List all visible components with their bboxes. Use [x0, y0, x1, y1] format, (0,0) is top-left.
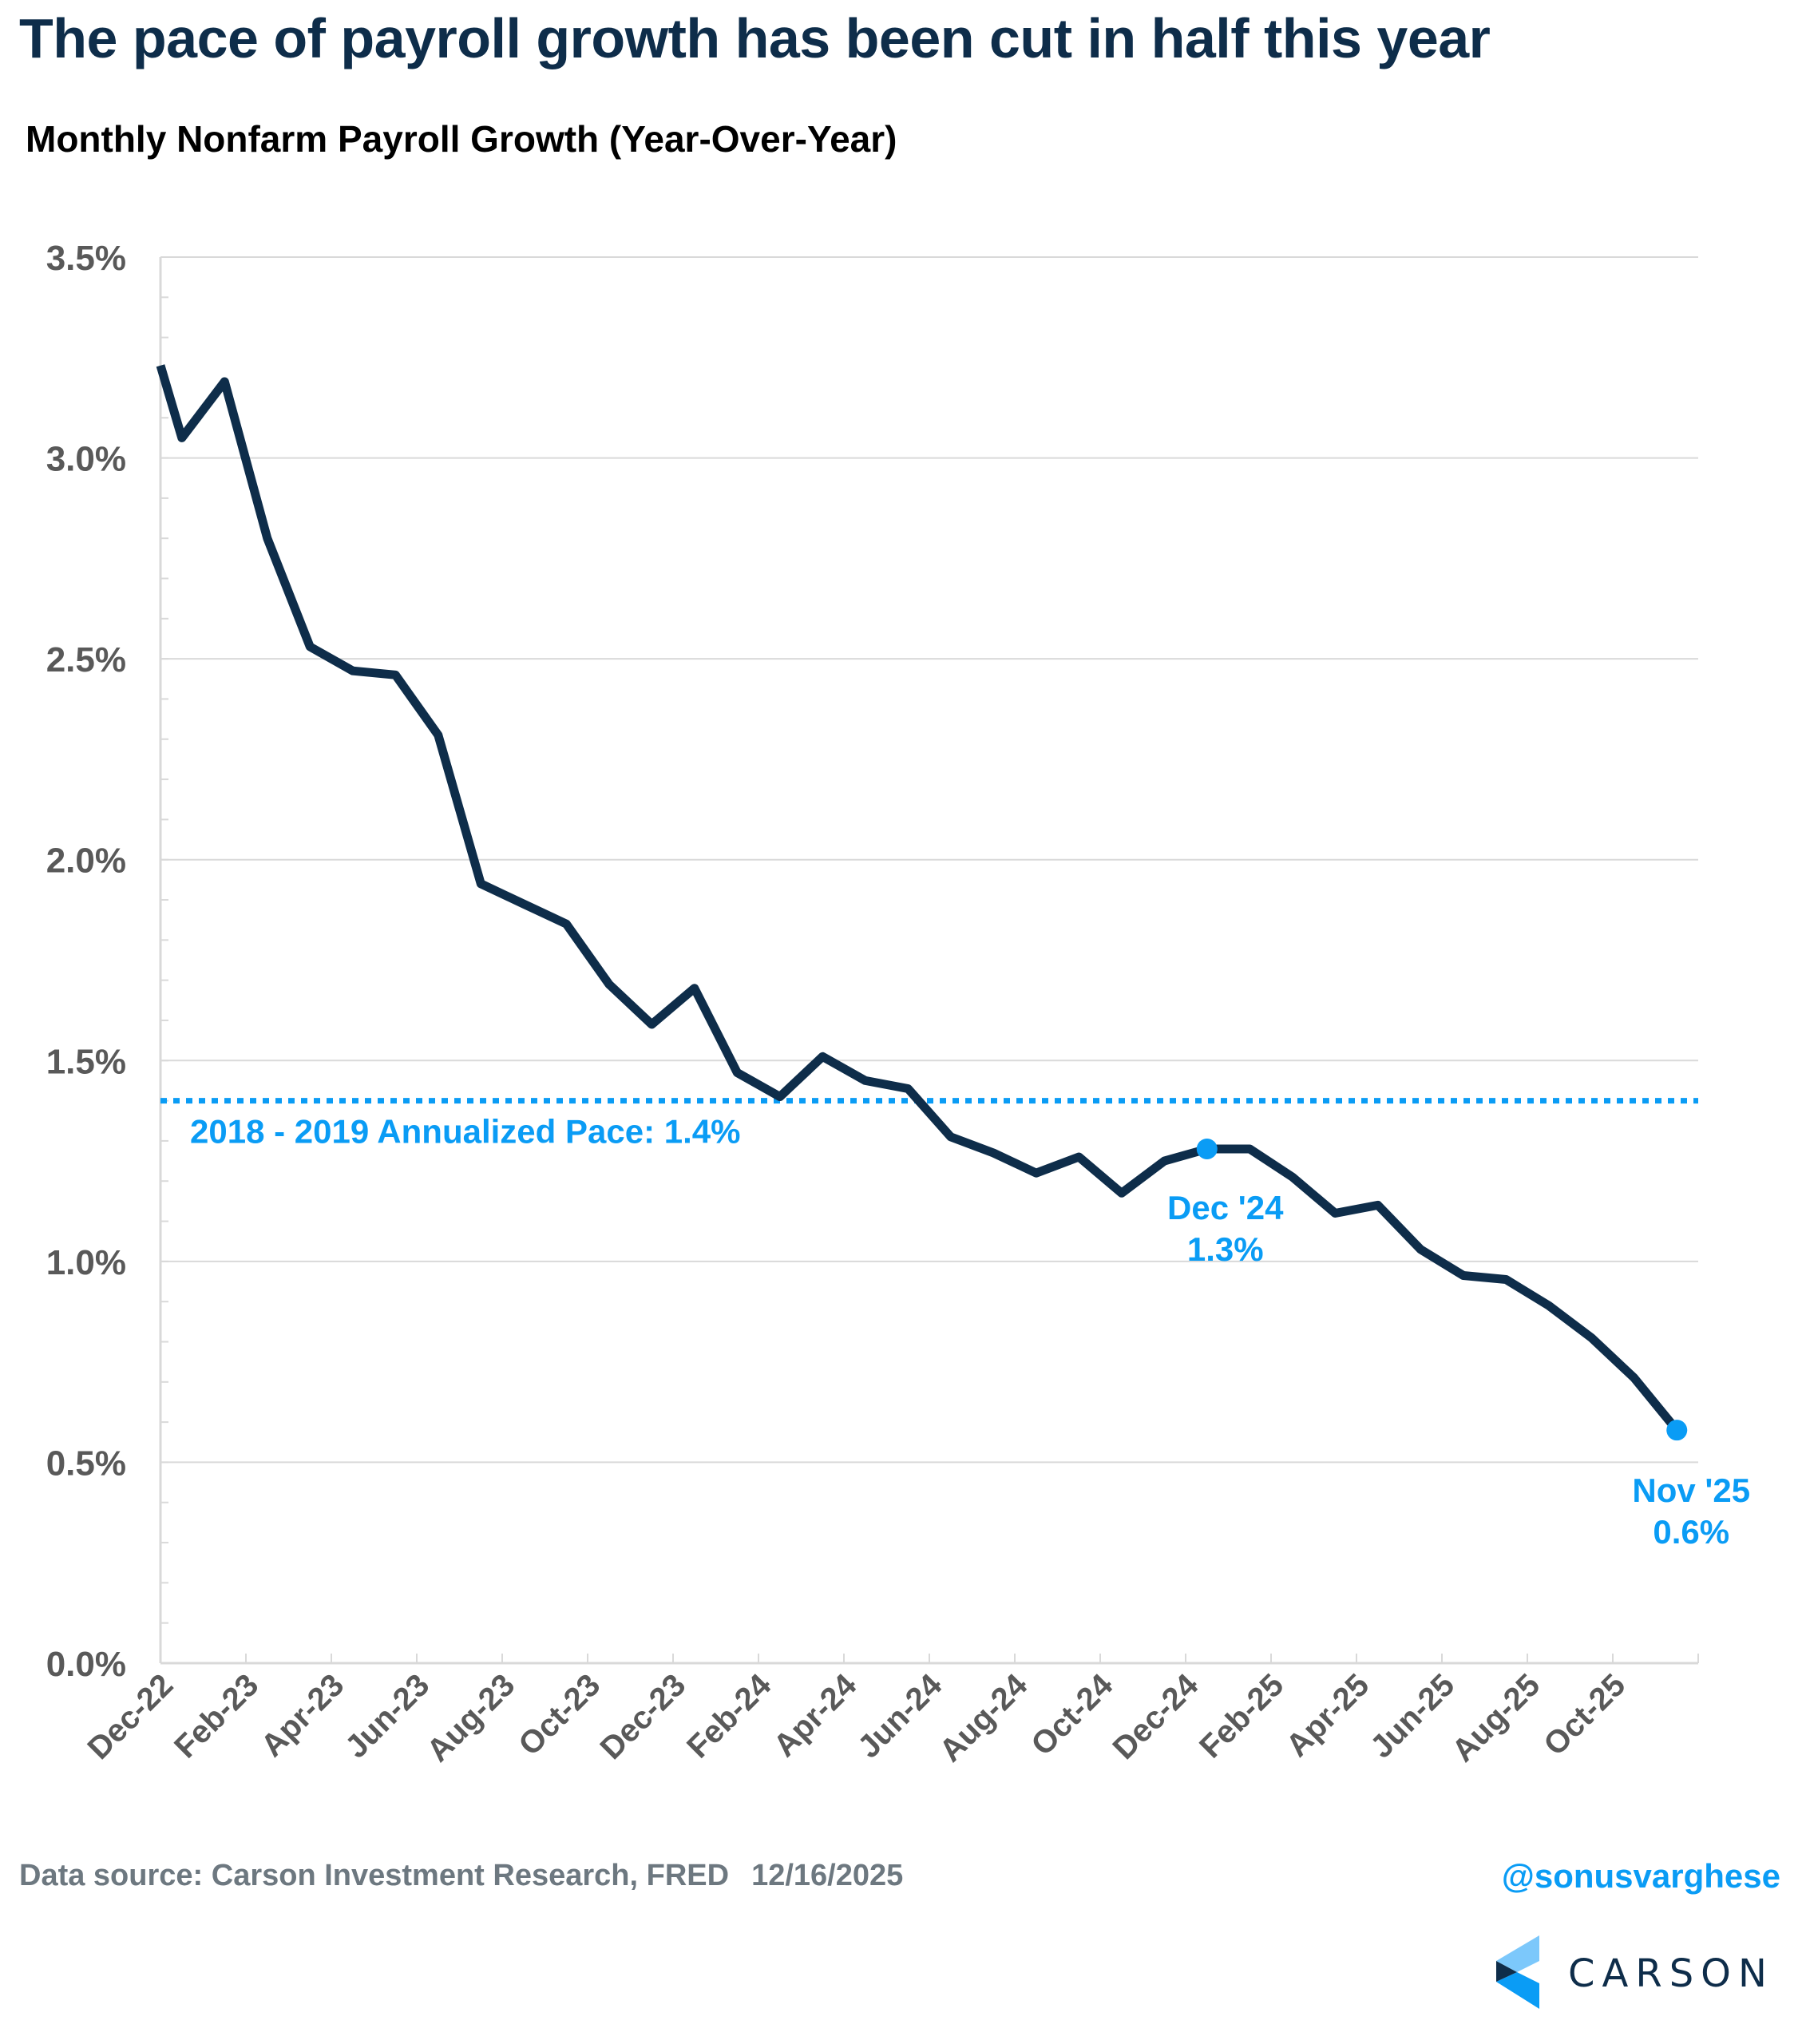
gridlines	[160, 256, 1698, 1464]
x-tick-label: Apr-24	[767, 1667, 864, 1764]
y-tick-label: 2.0%	[46, 842, 126, 881]
x-tick-label: Apr-25	[1280, 1667, 1376, 1764]
line-chart: 0.0%0.5%1.0%1.5%2.0%2.5%3.0%3.5%Dec-22Fe…	[46, 239, 1750, 1769]
logo-wordmark: CARSON	[1568, 1951, 1774, 1996]
x-tick-label: Oct-25	[1537, 1667, 1632, 1762]
x-tick-label: Aug-25	[1445, 1667, 1547, 1769]
x-tick-label: Oct-24	[1024, 1667, 1120, 1763]
x-tick-label: Feb-23	[168, 1667, 265, 1765]
x-tick-label: Aug-24	[933, 1667, 1035, 1769]
source-date: 12/16/2025	[751, 1859, 904, 1892]
x-tick-label: Dec-23	[593, 1667, 692, 1766]
x-tick-label: Aug-23	[420, 1667, 521, 1769]
reference-line-group: 2018 - 2019 Annualized Pace: 1.4%	[160, 1098, 1698, 1151]
x-tick-label: Feb-25	[1193, 1667, 1290, 1765]
logo-lower-facet	[1496, 1972, 1539, 2009]
carson-logo: CARSON	[1495, 1934, 1782, 2010]
y-tick-label: 1.0%	[46, 1243, 126, 1282]
annotation-label-period: Dec '24	[1167, 1189, 1284, 1226]
x-tick-label: Feb-24	[680, 1667, 778, 1765]
series-group	[156, 364, 1681, 1433]
highlight-point	[1196, 1138, 1218, 1159]
x-tick-label: Jun-24	[851, 1667, 949, 1765]
y-tick-label: 0.0%	[46, 1645, 126, 1684]
axes: 0.0%0.5%1.0%1.5%2.0%2.5%3.0%3.5%Dec-22Fe…	[46, 239, 1699, 1769]
author-handle: @sonusvarghese	[1501, 1857, 1780, 1895]
highlight-point	[1666, 1420, 1688, 1441]
annotation-label-period: Nov '25	[1632, 1472, 1750, 1509]
logo-upper-facet	[1496, 1935, 1539, 1972]
x-tick-label: Jun-25	[1364, 1667, 1461, 1765]
y-tick-label: 3.5%	[46, 239, 126, 278]
y-tick-label: 0.5%	[46, 1444, 126, 1483]
x-tick-label: Dec-24	[1106, 1667, 1205, 1766]
x-tick-label: Apr-23	[255, 1667, 351, 1764]
data-source-note: Data source: Carson Investment Research,…	[19, 1859, 903, 1893]
chart-subtitle: Monthly Nonfarm Payroll Growth (Year-Ove…	[26, 118, 897, 160]
annotations: Dec '24 1.3% Nov '25 0.6%	[1167, 1138, 1750, 1551]
annotation-label-value: 1.3%	[1187, 1230, 1264, 1268]
carson-chevron-logo-icon	[1496, 1935, 1539, 2009]
reference-line-label: 2018 - 2019 Annualized Pace: 1.4%	[190, 1113, 740, 1151]
logo-dark-facet	[1496, 1961, 1517, 1982]
source-text: Data source: Carson Investment Research,…	[19, 1859, 730, 1892]
y-tick-label: 1.5%	[46, 1042, 126, 1081]
series-line	[156, 364, 1681, 1433]
chart-title: The pace of payroll growth has been cut …	[19, 7, 1491, 69]
y-tick-label: 3.0%	[46, 440, 126, 479]
y-tick-label: 2.5%	[46, 640, 126, 679]
x-tick-label: Oct-23	[512, 1667, 607, 1762]
x-tick-label: Jun-23	[339, 1667, 436, 1765]
annotation-label-value: 0.6%	[1653, 1513, 1729, 1551]
